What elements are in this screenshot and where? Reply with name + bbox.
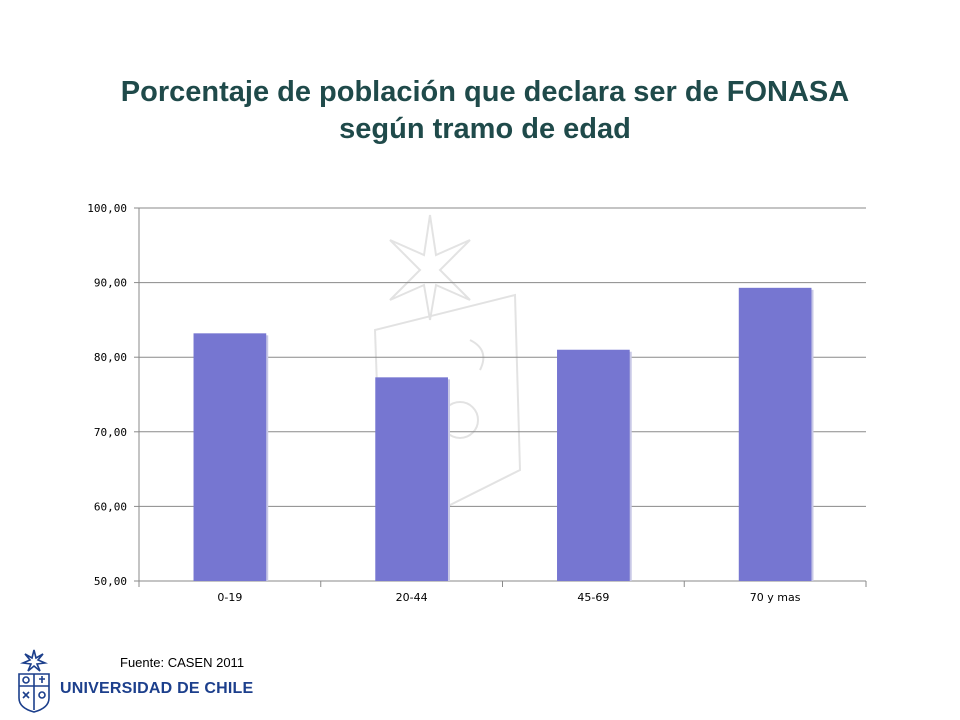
y-tick-label: 80,00 (94, 351, 127, 364)
x-tick-label: 20-44 (396, 591, 428, 604)
y-tick-label: 60,00 (94, 500, 127, 513)
x-tick-label: 45-69 (577, 591, 609, 604)
chart-title-line-1: Porcentaje de población que declara ser … (120, 76, 850, 108)
chart-title-line-2: según tramo de edad (339, 113, 631, 145)
bar-0-19 (193, 333, 267, 581)
x-tick-label: 0-19 (217, 591, 242, 604)
source-note: Fuente: CASEN 2011 (120, 655, 245, 670)
university-shield-icon (18, 649, 50, 713)
y-tick-label: 100,00 (87, 202, 127, 215)
y-tick-label: 50,00 (94, 575, 127, 588)
y-tick-label: 70,00 (94, 426, 127, 439)
bar-70-y-mas (738, 287, 812, 581)
x-tick-label: 70 y mas (750, 591, 801, 604)
university-name: UNIVERSIDAD DE CHILE (60, 680, 254, 697)
bar-20-44 (375, 377, 448, 581)
y-tick-label: 90,00 (94, 277, 127, 290)
chart-title: Porcentaje de población que declara ser … (60, 74, 910, 148)
bar-45-69 (557, 349, 630, 581)
